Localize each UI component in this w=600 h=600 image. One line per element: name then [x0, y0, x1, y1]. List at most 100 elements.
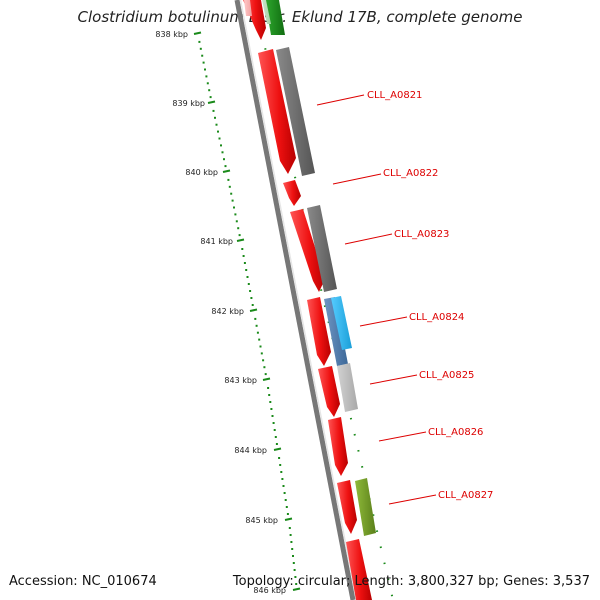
leader-line [388, 494, 437, 505]
minor-tick [271, 415, 274, 417]
major-tick [222, 169, 231, 173]
minor-tick [199, 47, 202, 50]
tick-label: 843 kbp [224, 376, 257, 385]
minor-tick [286, 513, 289, 515]
minor-tick [238, 234, 241, 237]
minor-tick [292, 555, 294, 557]
minor-tick [273, 429, 276, 431]
major-tick [273, 447, 282, 451]
minor-tick [285, 506, 288, 508]
major-tick [193, 31, 202, 35]
minor-tick [281, 478, 284, 480]
cds-arrow [307, 297, 331, 366]
gene-label-cll-a0822[interactable]: CLL_A0822 [383, 168, 438, 179]
minor-tick [258, 338, 261, 341]
minor-tick [223, 158, 225, 161]
minor-tick [204, 68, 206, 71]
partial-features-top [243, 0, 285, 40]
tick-marks [193, 31, 301, 591]
minor-tick [278, 457, 281, 459]
feature-dark-gray [307, 205, 337, 292]
minor-tick [270, 408, 273, 410]
gene-label-cll-a0825[interactable]: CLL_A0825 [419, 370, 474, 381]
minor-tick [292, 562, 295, 564]
major-tick [207, 100, 216, 104]
minor-tick [221, 151, 224, 154]
minor-tick [283, 492, 286, 494]
minor-tick [241, 248, 244, 250]
minor-tick [202, 61, 205, 64]
minor-tick [208, 89, 211, 92]
leader-line [359, 316, 408, 327]
minor-tick [293, 569, 296, 571]
minor-tick [279, 464, 282, 466]
minor-tick [269, 401, 272, 403]
major-tick [292, 587, 301, 591]
minor-tick [224, 165, 227, 168]
minor-tick [282, 485, 285, 487]
minor-tick [249, 290, 252, 292]
cds-arrow [328, 417, 348, 476]
minor-tick [268, 394, 271, 396]
minor-tick [262, 359, 265, 362]
gene-label-cll-a0826[interactable]: CLL_A0826 [428, 427, 483, 438]
feature-olive [355, 478, 376, 536]
cds-arrow [283, 180, 301, 206]
feature-green-partial [265, 0, 285, 35]
genome-stats-label: Topology: circular; Length: 3,800,327 bp… [232, 574, 590, 589]
minor-tick [205, 75, 208, 78]
cds-arrow [290, 209, 325, 292]
tick-label: 839 kbp [172, 99, 205, 108]
minor-tick [235, 220, 238, 223]
tick-label: 845 kbp [245, 516, 278, 525]
cds-arrow [258, 49, 296, 174]
minor-tick [227, 178, 230, 181]
minor-tick [274, 436, 277, 438]
minor-tick [243, 262, 246, 264]
minor-tick [209, 96, 212, 99]
gene-label-cll-a0824[interactable]: CLL_A0824 [409, 312, 464, 323]
minor-tick [242, 255, 245, 257]
leader-line [344, 233, 393, 245]
gene-label-leaders [316, 94, 437, 505]
minor-tick [214, 116, 216, 119]
tick-label: 840 kbp [185, 168, 218, 177]
minor-tick [267, 387, 270, 389]
tick-label-partial: 846 kbp [253, 586, 286, 595]
minor-tick [251, 304, 254, 306]
minor-tick [234, 213, 237, 216]
minor-tick [217, 130, 219, 133]
minor-tick [231, 199, 234, 202]
minor-tick [295, 583, 298, 585]
minor-tick [264, 373, 267, 376]
minor-tick [212, 109, 215, 112]
cds-arrow-partial-bottom [346, 539, 372, 600]
feature-pink-partial [244, 0, 252, 16]
minor-tick [275, 443, 278, 445]
major-tick [284, 517, 293, 521]
genome-title: Clostridium botulinum B str. Eklund 17B,… [77, 8, 523, 26]
gene-label-cll-a0821[interactable]: CLL_A0821 [367, 90, 422, 101]
major-tick [236, 238, 245, 242]
feature-cyan [331, 296, 352, 350]
tick-label: 842 kbp [211, 307, 244, 316]
minor-tick [255, 324, 258, 327]
leader-line [369, 374, 418, 385]
minor-tick [291, 548, 294, 550]
minor-tick [218, 137, 221, 140]
minor-tick [201, 54, 204, 57]
minor-tick [237, 227, 240, 230]
minor-tick [250, 297, 253, 299]
gene-label-cll-a0823[interactable]: CLL_A0823 [394, 229, 449, 240]
cds-track [258, 49, 372, 600]
minor-tick [259, 345, 262, 348]
feature-track [276, 47, 376, 536]
minor-tick [246, 276, 249, 278]
gene-label-cll-a0827[interactable]: CLL_A0827 [438, 490, 493, 501]
minor-tick [254, 317, 257, 320]
minor-tick [247, 283, 250, 285]
minor-tick [272, 422, 275, 424]
major-tick [262, 377, 271, 381]
